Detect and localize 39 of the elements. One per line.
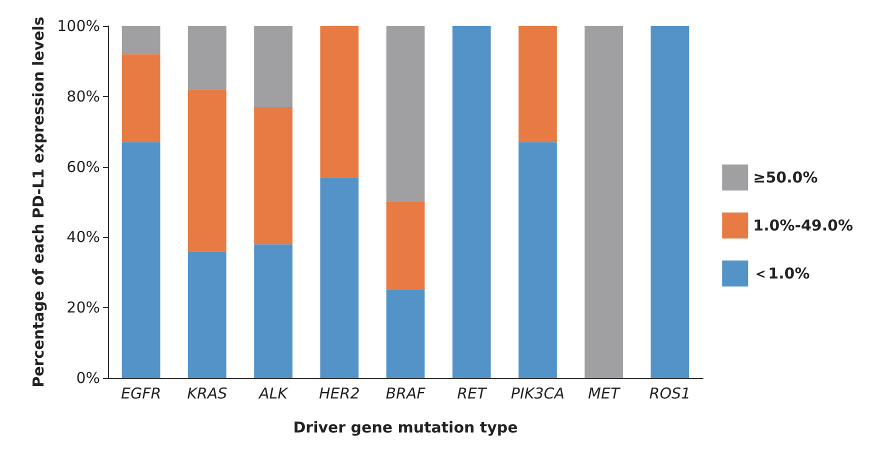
y-tick-label: 0% <box>76 369 100 387</box>
y-tick-label: 40% <box>66 228 100 246</box>
bar <box>584 26 624 378</box>
legend-label: ＜1.0% <box>753 264 810 282</box>
x-tick-label: EGFR <box>120 384 162 402</box>
x-tick-label: ROS1 <box>649 384 691 402</box>
x-tick-label: PIK3CA <box>510 384 565 402</box>
x-tick-label: RET <box>457 384 488 402</box>
bar <box>254 244 292 378</box>
bar <box>386 202 425 290</box>
bar <box>188 89 226 252</box>
y-tick-label: 60% <box>66 158 100 176</box>
bar <box>122 54 160 142</box>
y-tick-label: 80% <box>66 87 100 106</box>
x-tick-label: BRAF <box>386 384 426 402</box>
x-tick-label: HER2 <box>319 384 360 402</box>
bar <box>518 26 557 142</box>
bar <box>386 26 425 202</box>
bar <box>188 26 226 90</box>
bar <box>122 142 160 378</box>
y-tick-label: 20% <box>66 298 100 317</box>
bar <box>254 26 292 107</box>
bar <box>254 106 292 244</box>
bar <box>650 26 690 378</box>
x-tick-label: KRAS <box>187 384 228 402</box>
legend-label: 1.0%-49.0% <box>753 216 854 234</box>
bar <box>518 142 557 378</box>
legend-label: ≥50.0% <box>753 168 818 186</box>
x-axis-title: Driver gene mutation type <box>293 418 518 436</box>
bar <box>320 26 359 178</box>
bar <box>452 26 491 378</box>
bar <box>320 177 359 378</box>
bar <box>122 26 160 54</box>
y-axis-title: Percentage of each PD-L1 expression levels <box>30 16 48 388</box>
x-tick-label: ALK <box>258 384 289 402</box>
x-tick-label: MET <box>588 384 622 402</box>
bar <box>188 251 226 378</box>
bar <box>386 290 425 378</box>
y-tick-label: 100% <box>57 17 100 35</box>
